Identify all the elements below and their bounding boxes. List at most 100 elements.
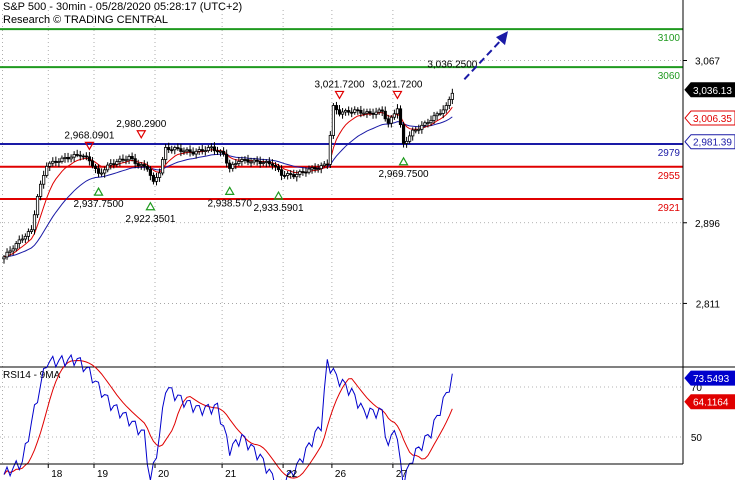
swing-low-marker (398, 156, 409, 166)
candle-body (167, 147, 171, 151)
candle-body (310, 167, 314, 170)
candle-body (182, 150, 186, 153)
candle-body (188, 149, 192, 153)
swing-high-marker (84, 141, 95, 151)
candle-body (45, 165, 49, 176)
candle-body (298, 171, 302, 175)
value-tag-ma_fast (684, 110, 735, 126)
candle-body (334, 105, 339, 111)
candle-body (264, 161, 268, 163)
candle-body (54, 160, 58, 163)
candle-body (39, 183, 43, 197)
candle-body (78, 154, 82, 157)
candle-body (118, 158, 122, 163)
x-tick-label: 22 (286, 469, 298, 480)
candle-body (252, 159, 256, 163)
candle-body (209, 146, 213, 149)
candle-body (276, 166, 281, 171)
candle-body (151, 175, 156, 182)
swing-low-marker (224, 186, 235, 195)
candle-body (218, 150, 223, 153)
candle-body (72, 154, 76, 158)
candle-body (237, 161, 241, 164)
candle-body (164, 147, 168, 160)
swing-high-marker (392, 90, 403, 100)
candle-body (417, 128, 421, 131)
candle-body (69, 156, 73, 160)
candle-body (14, 243, 18, 250)
candle-body (386, 118, 390, 124)
value-tag-label-price: 3,036.13 (693, 86, 732, 97)
candle-body (414, 129, 418, 132)
candle-body (145, 165, 149, 170)
swing-low-label: 2,969.7500 (379, 169, 429, 180)
rsi-line (3, 353, 453, 480)
price-label: 3,036.2500 (427, 60, 477, 71)
candle-body (215, 150, 220, 153)
level-label-3100: 3100 (658, 33, 681, 44)
axes: 3,067 2,896 2,811 70 50 18 19 20 21 22 26 27 (0, 0, 720, 480)
candle-body (48, 162, 52, 167)
candle-body (26, 231, 31, 237)
level-label-2979: 2979 (658, 148, 681, 159)
candle-body (273, 164, 278, 168)
candle-body (5, 251, 9, 258)
candle-body (106, 164, 110, 171)
candle-body (115, 161, 119, 165)
candle-body (313, 167, 317, 170)
candle-body (444, 105, 448, 111)
candle-body (32, 214, 37, 231)
candle-body (11, 248, 15, 252)
candle-body (395, 108, 400, 115)
rsi-ma-line (3, 359, 453, 479)
candle-body (426, 122, 430, 125)
candle-body (319, 165, 323, 170)
candle-body (100, 172, 104, 175)
candle-body (2, 256, 6, 260)
candle-body (435, 113, 439, 117)
candle-body (243, 159, 247, 161)
chart-title: S&P 500 - 30min - 05/28/2020 05:28:17 (U… (3, 1, 243, 13)
candle-body (429, 119, 433, 124)
candle-body (432, 115, 436, 121)
candle-body (109, 163, 113, 166)
level-label-2955: 2955 (658, 171, 681, 182)
candle-body (142, 164, 146, 167)
candle-body (304, 171, 308, 174)
candle-body (337, 109, 342, 115)
swing-low-marker (93, 186, 104, 196)
candle-body (307, 168, 311, 173)
candle-body (139, 164, 143, 167)
x-tick-label: 18 (51, 469, 63, 480)
candle-body (316, 168, 320, 171)
candle-body (228, 162, 232, 169)
x-tick-label: 26 (335, 469, 347, 480)
candle-body (194, 150, 198, 155)
candle-body (60, 157, 64, 162)
candle-body (103, 169, 107, 174)
candle-body (176, 147, 180, 150)
candle-body (173, 147, 177, 151)
candle-body (423, 122, 427, 126)
candle-body (51, 160, 55, 164)
swing-low-label: 2,937.7500 (74, 199, 124, 210)
candle-body (75, 154, 79, 156)
candle-body (289, 173, 293, 175)
rsi-tick-label: 50 (691, 433, 703, 444)
swing-high-label: 2,980.2900 (116, 119, 166, 130)
candle-body (267, 161, 271, 165)
candle-body (8, 250, 12, 253)
candle-body (225, 153, 229, 164)
chart-subtitle: Research © TRADING CENTRAL (3, 14, 168, 26)
candle-body (240, 159, 244, 162)
candle-body (179, 148, 183, 152)
candle-body (389, 116, 393, 124)
candle-body (20, 238, 24, 241)
candle-body (231, 163, 235, 169)
candle-body (203, 150, 207, 152)
candle-body (322, 163, 326, 167)
candle-body (90, 160, 95, 167)
candle-body (447, 99, 451, 106)
candle-body (136, 163, 140, 167)
